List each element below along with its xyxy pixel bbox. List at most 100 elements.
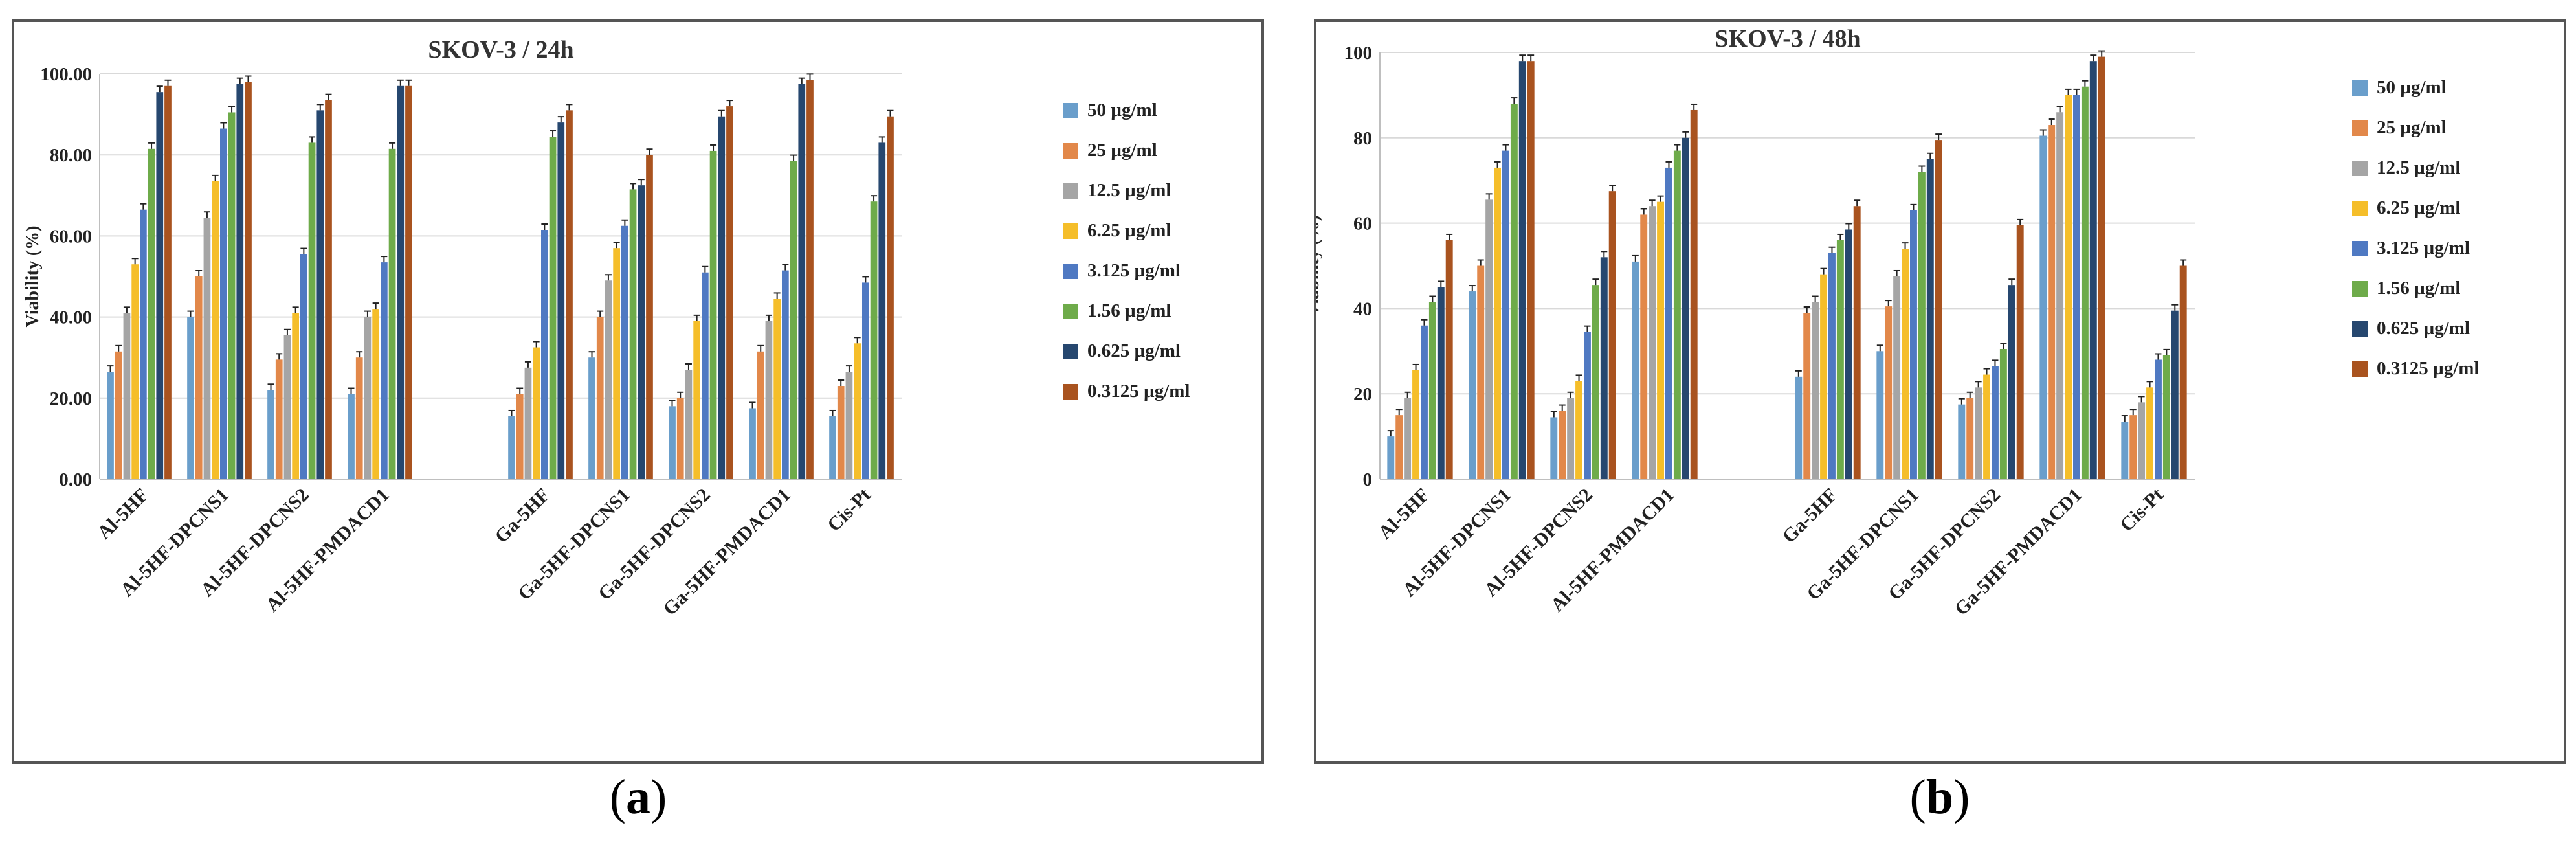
bar [1600, 257, 1608, 479]
legend-swatch [2352, 120, 2368, 136]
bar [845, 372, 853, 479]
bar [2098, 56, 2105, 480]
bar [1404, 398, 1412, 479]
bar [1640, 214, 1648, 479]
bar [566, 110, 573, 480]
y-axis-title: Viability (%) [1316, 215, 1323, 317]
bar [1966, 398, 1974, 479]
bar [1958, 404, 1966, 479]
bar [1502, 150, 1509, 479]
bar [2039, 135, 2047, 479]
bar-chart-24h: SKOV-3 / 24h 0.00 20.00 40.00 60.00 80.00 100.… [23, 36, 1190, 620]
y-tick-label: 80.00 [50, 145, 92, 166]
bar [2056, 112, 2064, 479]
bar [2081, 86, 2089, 480]
bar [2065, 95, 2072, 479]
y-tick-label: 0 [1363, 469, 1373, 490]
bar [140, 209, 147, 479]
bar [516, 394, 524, 479]
legend-label: 0.3125 µg/ml [2377, 358, 2479, 379]
bar [1395, 415, 1403, 479]
legend-label: 50 µg/ml [2377, 77, 2447, 98]
bar [107, 372, 114, 479]
bar [669, 406, 676, 479]
bar [348, 394, 355, 479]
bar [1527, 61, 1535, 480]
bar [613, 248, 620, 479]
legend-label: 3.125 µg/ml [2377, 238, 2470, 258]
bar [1690, 109, 1698, 480]
x-category-label: Ga-5HF [1778, 484, 1841, 548]
bar [308, 142, 316, 480]
bar [765, 321, 773, 479]
bar [596, 317, 604, 479]
bar [372, 309, 379, 479]
y-tick-label: 60.00 [50, 226, 92, 247]
bar [245, 82, 252, 479]
legend-swatch [1063, 183, 1078, 199]
bar [292, 313, 299, 479]
bar [355, 357, 363, 479]
y-tick-label: 100.00 [40, 64, 92, 85]
bar [887, 116, 894, 480]
legend-swatch [1063, 344, 1078, 359]
legend-swatch [2352, 80, 2368, 96]
y-tick-label: 0.00 [59, 469, 92, 490]
bar [228, 112, 236, 480]
bar [1584, 332, 1591, 479]
bar [1575, 381, 1582, 479]
legend-label: 50 µg/ml [1087, 100, 1157, 120]
bar [685, 369, 693, 479]
bar [1510, 104, 1518, 479]
bar [2155, 359, 2162, 479]
bar [676, 398, 684, 479]
bar [1885, 306, 1893, 479]
bar [726, 106, 733, 479]
bar [1918, 172, 1926, 479]
bar [148, 148, 155, 479]
bar [508, 416, 515, 479]
bar [1477, 265, 1485, 479]
bar [1437, 287, 1445, 479]
bar [131, 264, 139, 479]
legend-swatch [1063, 103, 1078, 118]
bar [2179, 265, 2187, 479]
legend-swatch [2352, 361, 2368, 377]
bar-chart-48h: SKOV-3 / 48h 0 20 40 60 80 100 Viability (%) Al-… [1316, 25, 2479, 620]
bar [621, 225, 628, 479]
y-tick-label: 60 [1353, 214, 1372, 234]
bar [123, 313, 131, 479]
chart-title: SKOV-3 / 48h [1715, 25, 1860, 52]
bar [1845, 229, 1852, 479]
bar [203, 218, 211, 479]
bar [195, 276, 203, 479]
bar [549, 137, 557, 479]
bar [267, 390, 274, 479]
bar [854, 343, 861, 479]
panel-label-b: (b) [1909, 770, 1970, 824]
bar [1412, 370, 1419, 479]
bar [325, 100, 332, 479]
legend-swatch [2352, 321, 2368, 337]
bar [1975, 387, 1982, 479]
bar [1428, 302, 1436, 479]
bar [757, 351, 764, 479]
bar [1893, 276, 1901, 479]
bar [1387, 436, 1395, 479]
bar [156, 92, 164, 480]
bar [388, 148, 396, 479]
bar [1608, 191, 1616, 479]
legend-label: 12.5 µg/ml [1087, 180, 1171, 201]
bar [2171, 310, 2179, 479]
bar [1828, 253, 1836, 479]
bar [773, 299, 781, 479]
bar [693, 321, 700, 479]
bar [638, 185, 645, 479]
x-category-label: Ga-5HF [491, 484, 554, 548]
legend-swatch [2352, 201, 2368, 216]
bar [2162, 355, 2170, 479]
y-tick-label: 80 [1353, 128, 1372, 149]
bar [405, 85, 412, 479]
legend-swatch [1063, 143, 1078, 159]
bar [115, 351, 122, 479]
